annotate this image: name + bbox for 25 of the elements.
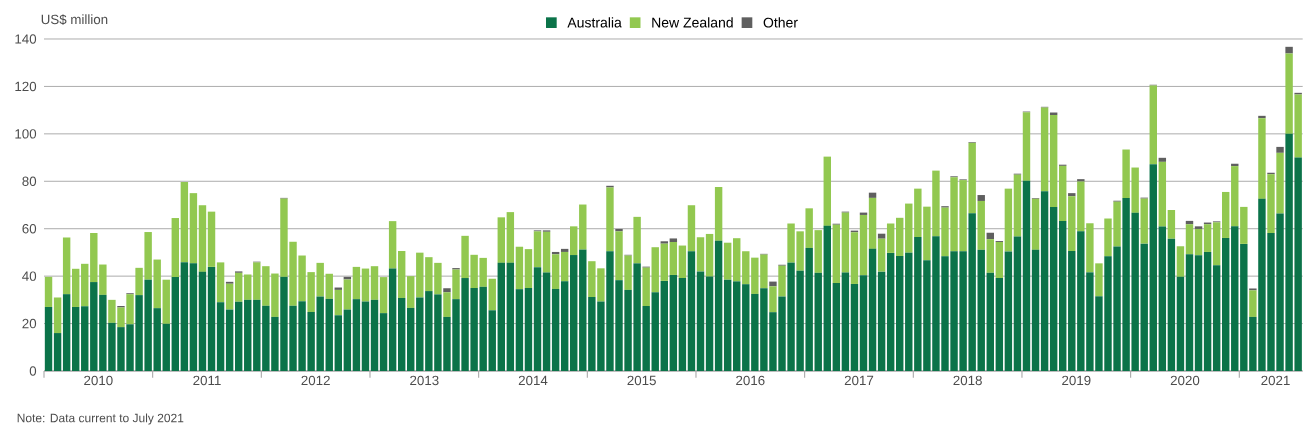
y-tick-label: 20 — [22, 318, 37, 329]
x-tick-label: 2013 — [410, 375, 439, 386]
y-tick-label: 100 — [15, 129, 37, 139]
y-tick-label: 120 — [15, 81, 37, 92]
x-tick-label: 2020 — [1170, 375, 1200, 386]
x-tick-label: 2021 — [1261, 375, 1290, 386]
y-tick-label: 60 — [22, 224, 37, 234]
legend-label: Other — [763, 17, 798, 28]
x-tick-label: 2011 — [193, 375, 221, 386]
y-tick-label: 80 — [22, 176, 37, 186]
legend-label: Australia — [567, 17, 622, 28]
x-tick-label: 2012 — [301, 375, 330, 386]
legend-label: New Zealand — [652, 17, 733, 28]
x-tick-label: 2017 — [844, 375, 874, 386]
x-tick-label: 2014 — [518, 375, 548, 386]
x-tick-label: 2018 — [953, 375, 982, 386]
y-tick-label: 140 — [15, 34, 37, 44]
y-tick-label: 0 — [29, 366, 37, 376]
y-axis-title: US$ million — [41, 14, 108, 25]
y-tick-label: 40 — [22, 271, 37, 281]
x-tick-label: 2019 — [1062, 375, 1091, 386]
x-tick-label: 2010 — [84, 375, 113, 386]
x-tick-label: 2016 — [736, 375, 765, 386]
text: Note: Data current to July 2021 — [17, 413, 184, 425]
x-tick-label: 2015 — [627, 375, 656, 386]
